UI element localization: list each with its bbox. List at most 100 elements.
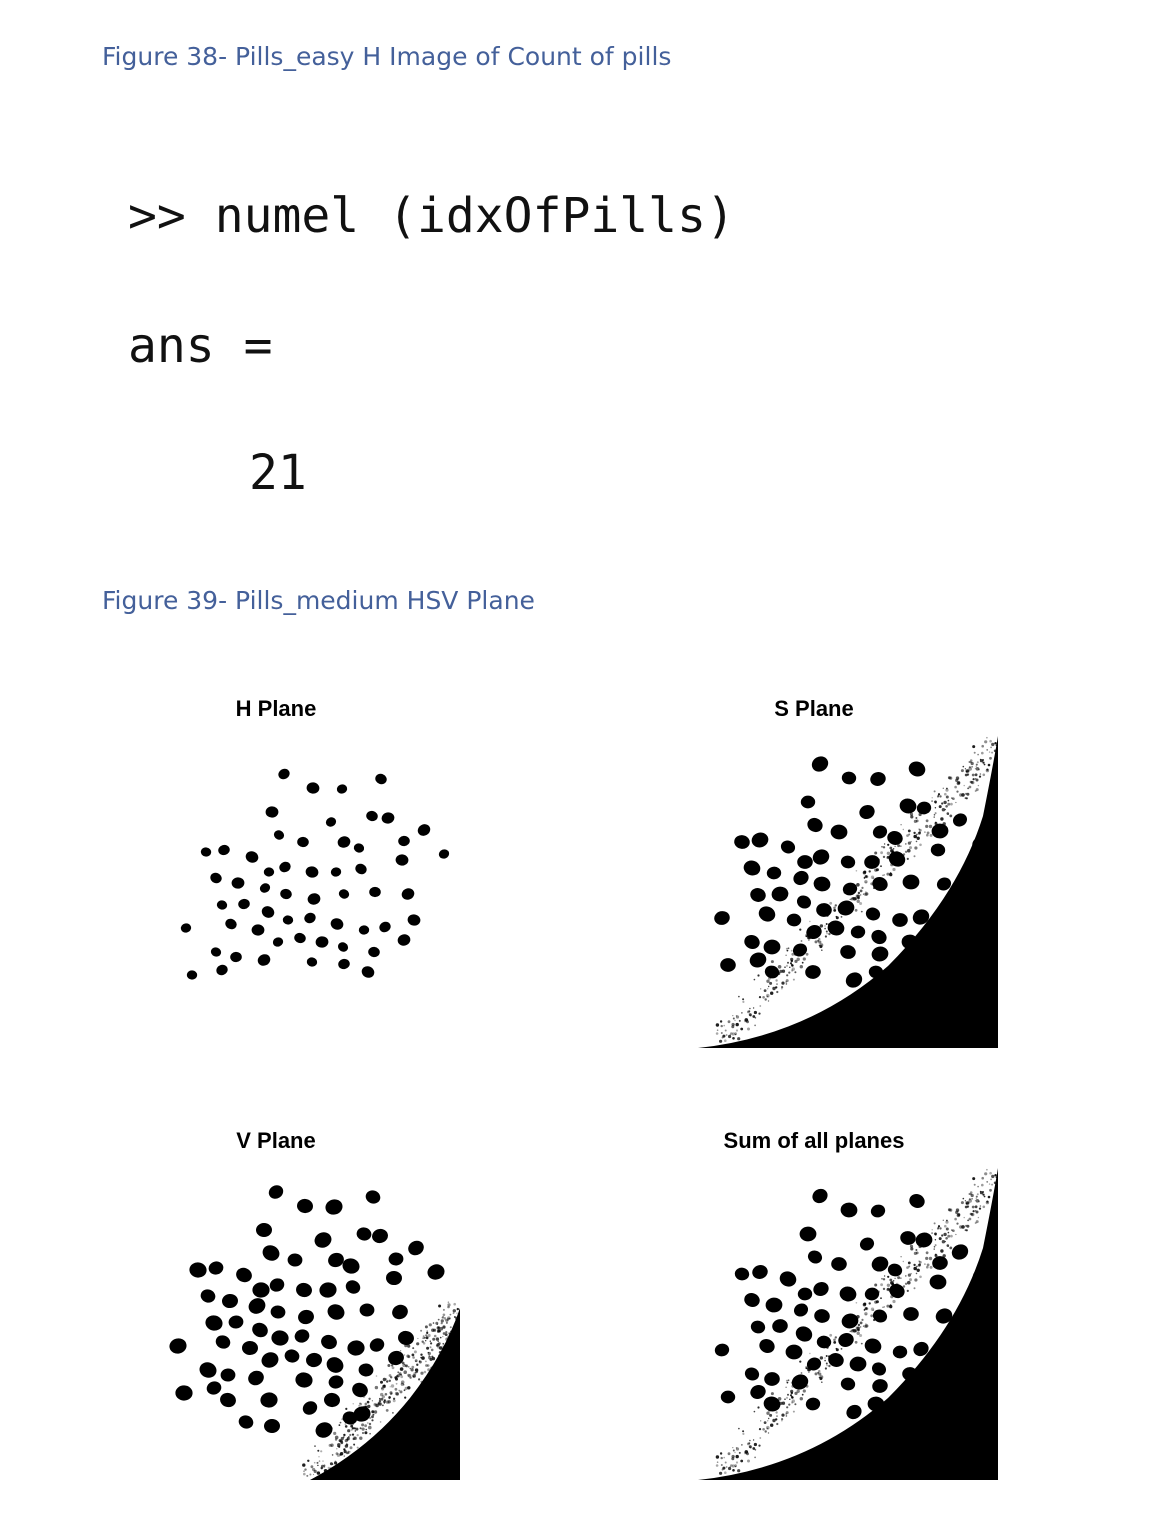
noise-speck: [381, 1395, 385, 1399]
noise-speck: [422, 1335, 425, 1338]
noise-speck: [989, 739, 992, 743]
noise-speck: [949, 1246, 953, 1250]
pill-blob: [972, 837, 988, 851]
noise-speck: [975, 763, 978, 766]
noise-speck: [863, 877, 866, 879]
noise-speck: [446, 1319, 449, 1322]
noise-speck: [943, 1232, 947, 1237]
pill-blob: [887, 1263, 903, 1277]
noise-speck: [950, 802, 953, 806]
noise-speck: [925, 824, 929, 828]
noise-speck: [946, 787, 948, 790]
pill-blob: [908, 761, 926, 777]
pill-blob: [375, 773, 387, 785]
noise-speck: [881, 1278, 883, 1280]
pill-blob: [272, 937, 284, 947]
pill-blob: [932, 1256, 948, 1270]
noise-speck: [940, 817, 944, 821]
noise-speck: [732, 1015, 734, 1017]
noise-speck: [849, 898, 851, 901]
noise-speck: [344, 1423, 347, 1426]
pill-blob: [327, 1304, 345, 1320]
pill-blob: [750, 1320, 766, 1334]
noise-speck: [318, 1456, 320, 1458]
noise-speck: [450, 1330, 453, 1333]
noise-speck: [993, 749, 997, 753]
noise-speck: [746, 1452, 749, 1456]
noise-speck: [438, 1330, 441, 1333]
noise-speck: [933, 790, 936, 793]
noise-speck: [971, 1213, 975, 1217]
pill-blob: [298, 1309, 314, 1325]
noise-speck: [770, 960, 774, 964]
noise-speck: [445, 1337, 449, 1341]
pill-blob: [230, 951, 242, 963]
pill-blob: [840, 855, 856, 869]
pill-blob: [372, 1228, 388, 1244]
noise-speck: [735, 1022, 739, 1027]
pill-blob: [779, 1271, 797, 1287]
noise-speck: [983, 1195, 986, 1198]
noise-speck: [907, 841, 911, 845]
noise-speck: [339, 1421, 342, 1424]
noise-speck: [787, 961, 789, 964]
pill-blob: [169, 1338, 187, 1354]
noise-speck: [449, 1326, 452, 1329]
noise-speck: [995, 1176, 998, 1179]
noise-speck: [965, 769, 970, 773]
pill-blob: [342, 1258, 360, 1274]
noise-speck: [962, 1197, 965, 1200]
noise-speck: [388, 1374, 392, 1377]
noise-speck: [758, 1012, 761, 1015]
noise-speck: [856, 1331, 860, 1335]
noise-speck: [322, 1475, 325, 1478]
noise-speck: [817, 939, 820, 942]
noise-speck: [444, 1327, 446, 1329]
noise-speck: [359, 1402, 361, 1404]
noise-speck: [309, 1473, 312, 1476]
noise-speck: [359, 1436, 363, 1440]
noise-speck: [776, 1422, 779, 1426]
pill-blob: [786, 913, 802, 927]
noise-speck: [907, 1280, 911, 1285]
noise-speck: [963, 1216, 965, 1219]
noise-speck: [788, 1403, 791, 1406]
noise-speck: [757, 1406, 760, 1409]
noise-speck: [738, 1427, 740, 1430]
noise-speck: [368, 1397, 371, 1400]
noise-speck: [924, 831, 926, 833]
pill-blob: [381, 812, 395, 824]
pill-blob: [792, 943, 808, 957]
noise-speck: [971, 1205, 975, 1209]
noise-speck: [918, 828, 920, 830]
noise-speck: [440, 1355, 444, 1358]
pill-blob: [252, 1322, 268, 1338]
pill-blob: [261, 906, 275, 918]
noise-speck: [766, 995, 769, 998]
noise-speck: [348, 1436, 350, 1438]
noise-speck: [328, 1443, 332, 1447]
noise-speck: [989, 756, 992, 760]
noise-speck: [400, 1373, 402, 1376]
noise-speck: [379, 1421, 382, 1423]
noise-speck: [894, 1277, 896, 1280]
noise-speck: [426, 1364, 430, 1367]
pill-blob: [951, 1244, 969, 1260]
pill-blob: [903, 1307, 919, 1321]
noise-speck: [781, 1401, 786, 1405]
pill-blob: [379, 921, 391, 933]
noise-speck: [715, 1455, 720, 1459]
noise-speck: [453, 1316, 456, 1318]
noise-speck: [742, 1432, 745, 1435]
noise-speck: [789, 962, 793, 965]
noise-speck: [334, 1435, 339, 1440]
noise-speck: [935, 1234, 937, 1236]
noise-speck: [855, 1302, 858, 1304]
noise-speck: [753, 1442, 757, 1447]
noise-speck: [766, 1411, 770, 1415]
noise-speck: [402, 1363, 406, 1368]
noise-speck: [913, 1266, 917, 1271]
pill-blob: [895, 1386, 913, 1402]
noise-speck: [343, 1436, 345, 1438]
noise-speck: [731, 1022, 735, 1027]
